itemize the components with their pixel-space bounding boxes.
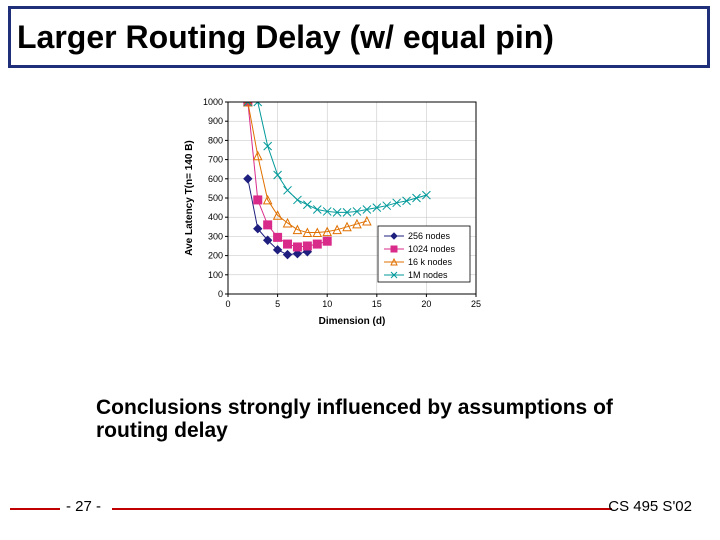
y-tick-label: 600 — [208, 174, 223, 184]
latency-chart: 0 100 200 300 400 500 600 700 800 900 1000 0 5 10 15 20… — [180, 98, 500, 343]
legend-label: 1M nodes — [408, 270, 448, 280]
footer: - 27 - CS 495 S'02 — [0, 496, 720, 520]
y-tick-label: 0 — [218, 289, 223, 299]
legend-label: 16 k nodes — [408, 257, 453, 267]
x-tick-label: 10 — [322, 299, 332, 309]
y-tick-label: 900 — [208, 116, 223, 126]
y-tick-label: 800 — [208, 135, 223, 145]
slide-title: Larger Routing Delay (w/ equal pin) — [17, 19, 554, 56]
x-tick-label: 20 — [421, 299, 431, 309]
title-box: Larger Routing Delay (w/ equal pin) — [8, 6, 710, 68]
x-tick-label: 25 — [471, 299, 481, 309]
chart-svg: 0 100 200 300 400 500 600 700 800 900 1000 0 5 10 15 20… — [180, 98, 500, 343]
y-tick-label: 200 — [208, 251, 223, 261]
x-tick-label: 15 — [372, 299, 382, 309]
legend-label: 1024 nodes — [408, 244, 456, 254]
slide: Larger Routing Delay (w/ equal pin) 0100… — [0, 0, 720, 540]
page-number: - 27 - — [66, 498, 101, 515]
x-tick-label: 5 — [275, 299, 280, 309]
y-tick-label: 400 — [208, 212, 223, 222]
legend: 256 nodes 1024 nodes 16 k nodes 1M nodes — [378, 226, 470, 282]
course-id: CS 495 S'02 — [608, 498, 692, 515]
y-axis-label: Ave Latency T(n= 140 B) — [184, 140, 195, 256]
y-tick-label: 700 — [208, 155, 223, 165]
legend-label: 256 nodes — [408, 231, 451, 241]
y-tick-label: 100 — [208, 270, 223, 280]
y-tick-label: 300 — [208, 231, 223, 241]
x-tick-label: 0 — [225, 299, 230, 309]
x-axis-label: Dimension (d) — [319, 316, 386, 327]
y-tick-label: 1000 — [203, 98, 223, 107]
footer-line-right — [112, 508, 612, 510]
y-tick-label: 500 — [208, 193, 223, 203]
footer-line-left — [10, 508, 60, 510]
conclusion-text: Conclusions strongly influenced by assum… — [96, 396, 666, 442]
